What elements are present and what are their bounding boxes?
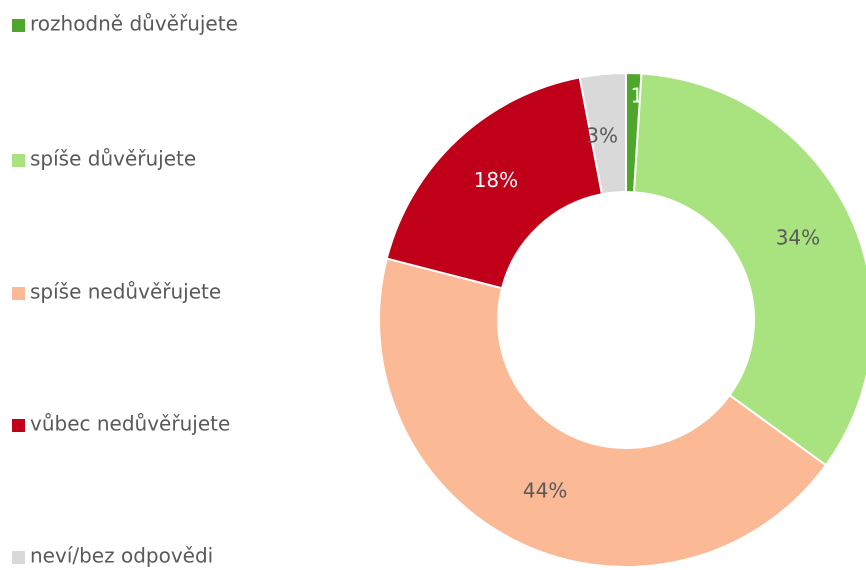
legend-swatch (12, 19, 25, 32)
legend-label: spíše důvěřujete (30, 147, 196, 171)
legend-swatch (12, 154, 25, 167)
data-label: 3% (586, 123, 618, 147)
donut-slice (578, 71, 627, 196)
data-label: 18% (474, 168, 518, 192)
donut-slice (632, 72, 866, 467)
legend-label: vůbec nedůvěřujete (30, 412, 230, 436)
donut-slice (385, 76, 604, 290)
legend-swatch (12, 551, 25, 564)
data-label: 44% (523, 478, 567, 502)
legend-swatch (12, 287, 25, 300)
legend-swatch (12, 419, 25, 432)
legend-label: rozhodně důvěřujete (30, 12, 238, 36)
donut-slice (378, 257, 828, 568)
legend-label: neví/bez odpovědi (30, 544, 213, 568)
legend-label: spíše nedůvěřujete (30, 280, 221, 304)
data-label: 34% (776, 226, 820, 250)
